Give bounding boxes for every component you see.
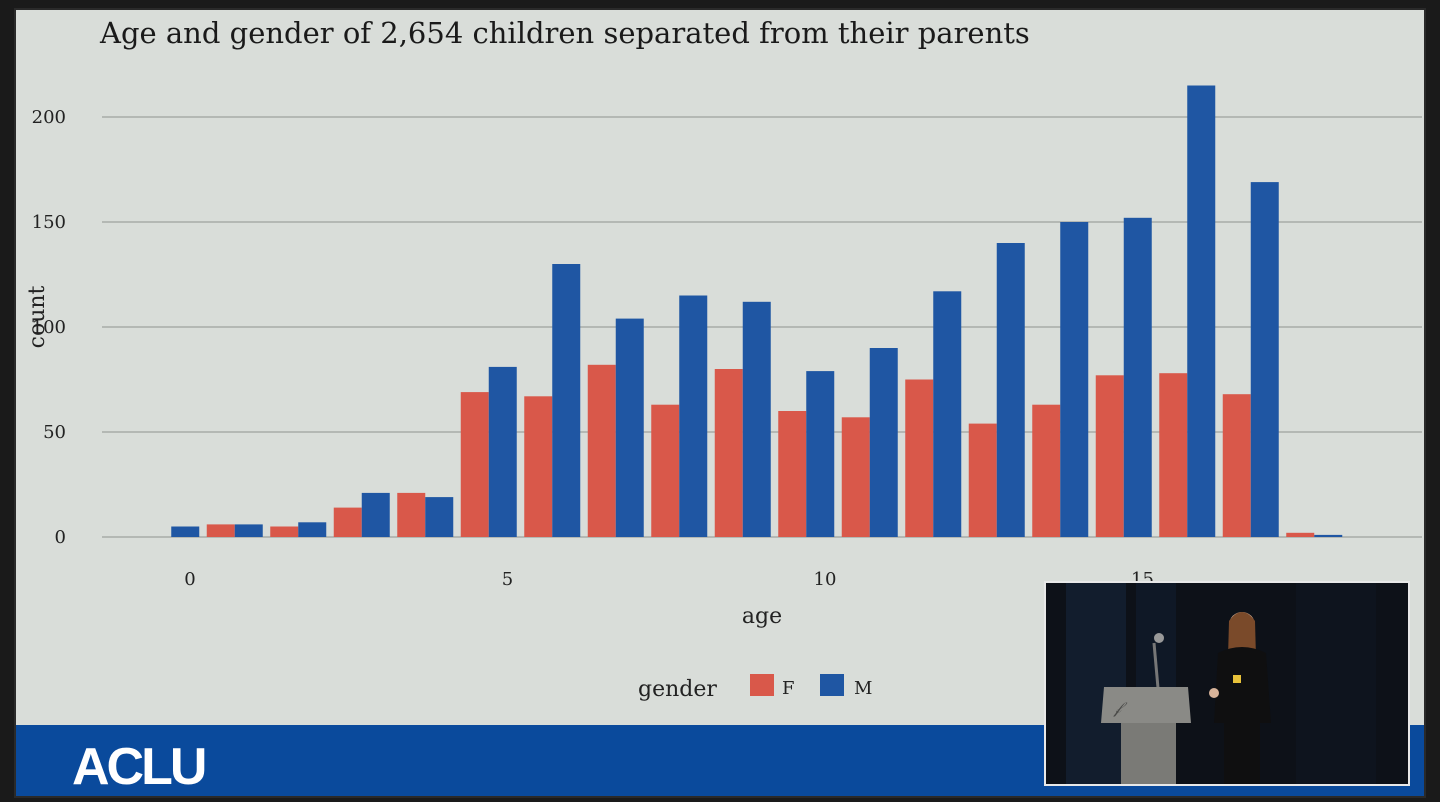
bar-chart: Age and gender of 2,654 children separat… (25, 16, 1422, 702)
y-tick-label: 100 (32, 317, 66, 338)
x-axis-label: age (742, 604, 782, 629)
bar-M (1123, 217, 1152, 538)
bar-F (714, 369, 743, 537)
bar-F (778, 411, 807, 537)
bar-M (552, 264, 581, 537)
bar-F (1032, 404, 1061, 537)
bar-M (425, 497, 454, 537)
bar-M (1187, 85, 1216, 537)
bar-F (968, 423, 997, 537)
bar-F (206, 524, 235, 537)
bar-F (270, 526, 299, 537)
bar-M (488, 366, 517, 537)
bar-M (1314, 534, 1343, 537)
bar-M (869, 348, 898, 537)
bar-M (615, 318, 644, 537)
speaker-video-inset[interactable]: 𝒻 (1044, 581, 1410, 786)
bar-M (742, 301, 771, 537)
bar-F (397, 492, 426, 537)
bar-M (1250, 182, 1279, 537)
bar-F (333, 507, 362, 537)
bar-F (905, 379, 934, 537)
bar-M (361, 492, 390, 537)
presenter-at-podium-icon: 𝒻 (1046, 583, 1408, 784)
bar-M (806, 371, 835, 537)
bar-M (234, 524, 263, 537)
bar-M (996, 243, 1025, 537)
legend-swatch-F (750, 674, 774, 696)
bar-F (1159, 373, 1188, 537)
bar-M (171, 526, 200, 537)
bar-F (1286, 532, 1315, 537)
bar-F (524, 396, 553, 537)
bar-M (933, 291, 962, 537)
y-axis-label: count (25, 285, 50, 348)
bar-M (298, 522, 327, 537)
legend-title: gender (638, 677, 717, 702)
legend-swatch-M (820, 674, 844, 696)
y-tick-label: 150 (32, 212, 66, 233)
x-tick-label: 10 (814, 569, 837, 590)
bar-M (1060, 222, 1089, 537)
y-tick-label: 200 (32, 107, 66, 128)
bar-F (1095, 375, 1124, 537)
chart-title: Age and gender of 2,654 children separat… (99, 16, 1030, 50)
x-tick-label: 0 (184, 569, 195, 590)
bar-F (460, 392, 489, 537)
y-tick-label: 50 (43, 422, 66, 443)
x-tick-label: 5 (502, 569, 513, 590)
aclu-logo: ACLU (72, 738, 207, 796)
bar-F (841, 417, 870, 537)
legend-label-M: M (854, 678, 872, 699)
legend-label-F: F (782, 678, 795, 699)
y-tick-label: 0 (55, 527, 66, 548)
bar-F (587, 364, 616, 537)
bar-F (651, 404, 680, 537)
bar-M (679, 295, 708, 537)
bar-F (1222, 394, 1251, 537)
